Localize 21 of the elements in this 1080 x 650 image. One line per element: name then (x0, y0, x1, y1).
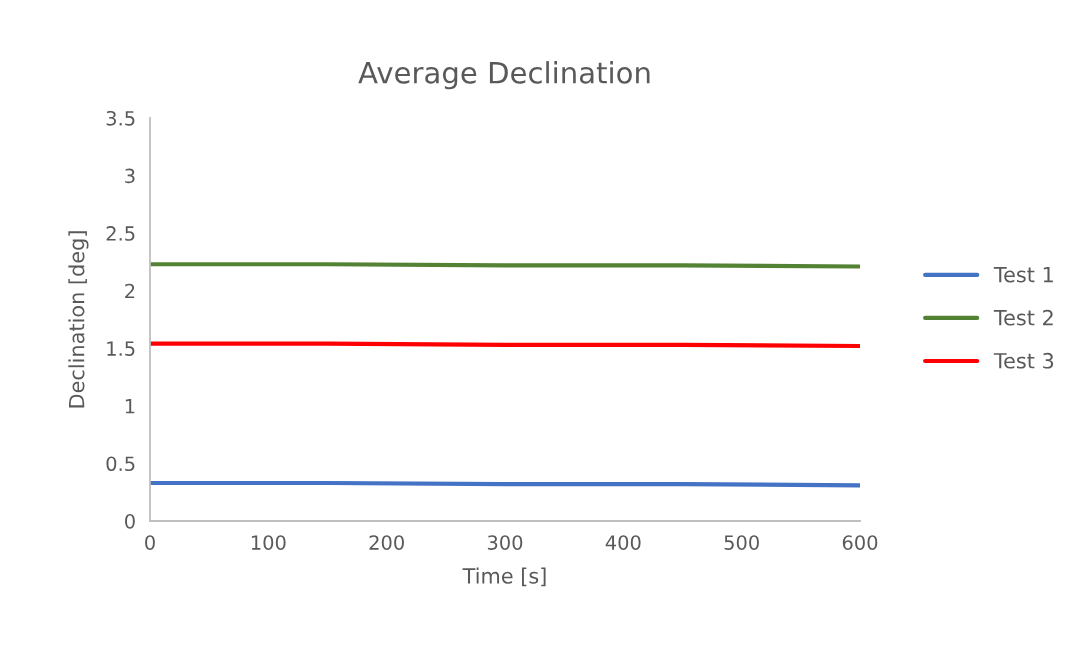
x-tick-label: 300 (487, 535, 523, 550)
y-axis-title: Declination [deg] (68, 231, 89, 408)
y-tick-label: 2 (125, 283, 135, 299)
x-tick-label: 0 (145, 535, 155, 550)
y-tick-label: 0.5 (106, 456, 135, 472)
x-tick-label: 600 (842, 535, 878, 550)
chart-title: Average Declination (358, 61, 650, 90)
y-tick-label: 1.5 (107, 341, 135, 356)
x-tick-label: 200 (369, 535, 404, 550)
x-tick-label: 500 (724, 535, 759, 550)
y-tick-label: 2.5 (106, 226, 135, 241)
y-tick-label: 1 (125, 399, 135, 414)
legend-label: Test 1 (993, 266, 1053, 283)
x-axis-title: Time [s] (462, 567, 546, 587)
x-tick-label: 100 (251, 535, 286, 550)
y-tick-label: 3 (125, 168, 135, 184)
y-tick-label: 0 (125, 513, 135, 529)
legend-label: Test 2 (993, 309, 1053, 326)
x-tick-label: 400 (605, 535, 641, 550)
y-tick-label: 3.5 (106, 110, 135, 126)
legend-label: Test 3 (993, 352, 1054, 369)
